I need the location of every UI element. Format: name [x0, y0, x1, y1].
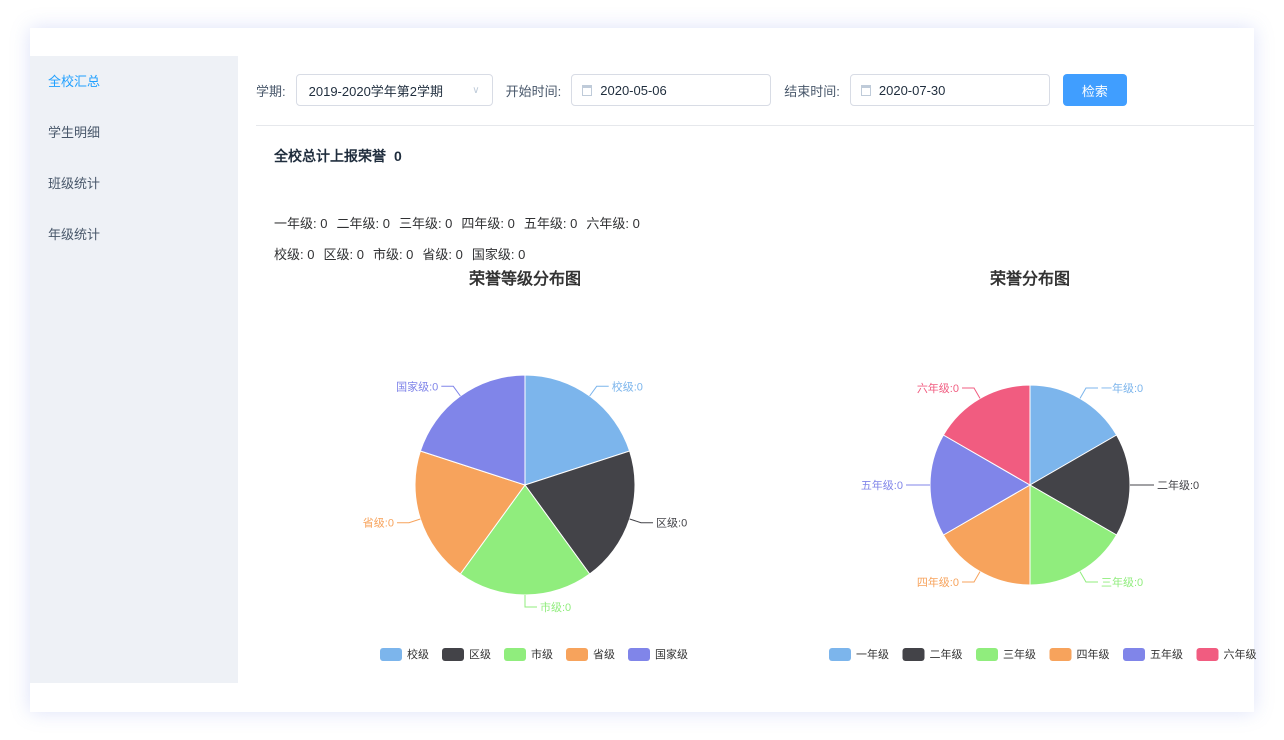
end-date-value: 2020-07-30	[878, 82, 946, 98]
divider	[256, 125, 1254, 126]
pie-slice[interactable]	[942, 384, 1031, 486]
end-label: 结束时间:	[784, 83, 840, 99]
legend-swatch[interactable]	[566, 648, 588, 661]
level-counts: 校级: 0 区级: 0 市级: 0 省级: 0 国家级: 0	[274, 244, 534, 263]
summary-total: 0	[394, 148, 402, 164]
legend-item[interactable]: 三年级	[1003, 647, 1036, 661]
connector-line	[524, 595, 537, 608]
calendar-icon	[582, 84, 593, 96]
pie-slice[interactable]	[929, 434, 1032, 536]
connector-line	[1079, 387, 1098, 399]
pie-slice[interactable]	[1029, 434, 1131, 536]
legend-item[interactable]: 五年级	[1150, 647, 1183, 661]
page-card: 全校汇总 学生明细 班级统计 年级统计 学期: 2019-2020学年第2学期 ∨…	[30, 28, 1254, 712]
legend-item[interactable]: 市级	[531, 647, 553, 661]
chart-title: 荣誉分布图	[989, 269, 1070, 288]
level-count: 省级: 0	[422, 247, 463, 262]
grade-count: 四年级: 0	[461, 216, 515, 231]
legend-swatch[interactable]	[976, 648, 998, 661]
grade-counts: 一年级: 0 二年级: 0 三年级: 0 四年级: 0 五年级: 0 六年级: 0	[274, 213, 649, 232]
legend-item[interactable]: 国家级	[655, 647, 688, 661]
filter-bar: 学期: 2019-2020学年第2学期 ∨ 开始时间: 2020-05-06 结束…	[256, 74, 1127, 106]
pie-slice[interactable]	[459, 484, 591, 596]
level-count: 国家级: 0	[471, 247, 526, 262]
legend-swatch[interactable]	[442, 648, 464, 661]
legend-swatch[interactable]	[829, 648, 851, 661]
term-label: 学期:	[256, 83, 286, 99]
legend-swatch[interactable]	[1196, 648, 1219, 661]
legend-item[interactable]: 四年级	[1077, 647, 1110, 661]
connector-line	[962, 571, 981, 583]
pie-slice[interactable]	[1029, 384, 1118, 486]
legend-item[interactable]: 省级	[593, 648, 615, 661]
summary-title-text: 全校总计上报荣誉	[274, 148, 386, 164]
level-count: 区级: 0	[323, 247, 364, 262]
term-select[interactable]: 2019-2020学年第2学期 ∨	[295, 74, 493, 106]
chart-title: 荣誉等级分布图	[468, 269, 581, 288]
legend-swatch[interactable]	[902, 648, 925, 661]
calendar-icon	[860, 84, 871, 96]
sidebar: 全校汇总 学生明细 班级统计 年级统计	[30, 56, 238, 683]
connector-line	[396, 518, 421, 524]
legend-item[interactable]: 校级	[407, 647, 429, 661]
data-label: 五年级:0	[861, 478, 903, 492]
data-label: 市级:0	[540, 600, 571, 614]
pie-slice[interactable]	[524, 374, 631, 486]
start-date-value: 2020-05-06	[600, 82, 667, 98]
data-label: 区级:0	[656, 517, 687, 530]
level-count: 校级: 0	[274, 247, 315, 262]
sidebar-item-student-detail[interactable]: 学生明细	[48, 125, 101, 140]
grade-count: 三年级: 0	[398, 216, 453, 231]
pie-slice[interactable]	[524, 450, 636, 575]
legend-item[interactable]: 区级	[469, 648, 491, 661]
data-label: 校级:0	[612, 379, 643, 393]
legend-item[interactable]: 六年级	[1224, 647, 1257, 661]
legend-swatch[interactable]	[628, 648, 650, 661]
connector-line	[441, 385, 461, 397]
connector-line	[962, 387, 981, 399]
legend-item[interactable]: 一年级	[856, 647, 889, 661]
legend-swatch[interactable]	[1049, 648, 1072, 661]
main-content: 学期: 2019-2020学年第2学期 ∨ 开始时间: 2020-05-06 结束…	[256, 56, 1254, 696]
sidebar-item-class-stats[interactable]: 班级统计	[48, 176, 101, 191]
legend-item[interactable]: 二年级	[930, 647, 963, 661]
data-label: 三年级:0	[1101, 575, 1143, 589]
grade-count: 二年级: 0	[336, 216, 390, 231]
grade-count: 五年级: 0	[523, 216, 578, 231]
data-label: 一年级:0	[1101, 381, 1143, 395]
chevron-down-icon: ∨	[472, 84, 480, 96]
connector-line	[589, 385, 609, 397]
search-button[interactable]: 检索	[1062, 74, 1127, 106]
start-label: 开始时间:	[505, 83, 562, 99]
pie-slice[interactable]	[419, 374, 526, 486]
start-date-input[interactable]: 2020-05-06	[571, 74, 772, 106]
end-date-input[interactable]: 2020-07-30	[849, 74, 1050, 106]
level-count: 市级: 0	[372, 247, 414, 262]
data-label: 四年级:0	[917, 575, 959, 589]
data-label: 二年级:0	[1157, 478, 1199, 492]
connector-line	[629, 518, 654, 524]
summary-title: 全校总计上报荣誉 0	[274, 146, 402, 166]
grade-count: 一年级: 0	[274, 216, 328, 231]
term-value: 2019-2020学年第2学期	[308, 83, 444, 99]
pie-slice[interactable]	[414, 450, 526, 575]
connector-line	[1079, 571, 1098, 583]
pie-slice[interactable]	[1029, 484, 1118, 586]
grade-count: 六年级: 0	[586, 216, 640, 231]
data-label: 省级:0	[363, 517, 394, 530]
legend-swatch[interactable]	[504, 648, 526, 661]
sidebar-item-school-summary[interactable]: 全校汇总	[48, 74, 101, 89]
sidebar-item-grade-stats[interactable]: 年级统计	[48, 227, 101, 242]
data-label: 六年级:0	[917, 381, 959, 395]
pie-slice[interactable]	[942, 484, 1031, 586]
legend-swatch[interactable]	[1123, 648, 1145, 661]
legend-swatch[interactable]	[380, 648, 402, 661]
data-label: 国家级:0	[396, 379, 438, 393]
